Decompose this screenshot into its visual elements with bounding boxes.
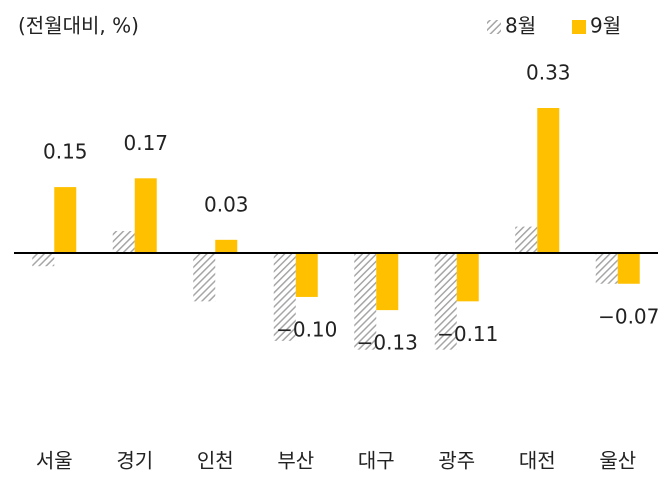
bar xyxy=(193,253,216,302)
x-tick-label: 부산 xyxy=(277,449,314,473)
data-label: 0.33 xyxy=(526,61,571,85)
x-tick-label: 대구 xyxy=(358,449,395,473)
data-label: −0.07 xyxy=(598,304,659,328)
bar xyxy=(273,253,296,341)
x-tick-label: 인천 xyxy=(197,449,234,473)
bar xyxy=(295,253,318,297)
x-tick-label: 경기 xyxy=(116,449,153,473)
data-label: 0.03 xyxy=(204,192,249,216)
chart-subtitle: (전월대비, %) xyxy=(18,14,139,38)
bar xyxy=(456,253,479,302)
data-label: −0.13 xyxy=(357,331,418,355)
x-tick-label: 서울 xyxy=(36,449,73,473)
bar xyxy=(134,178,157,253)
data-label: −0.10 xyxy=(276,317,337,341)
bar xyxy=(434,253,457,350)
bar xyxy=(32,253,55,267)
bar xyxy=(112,231,135,253)
legend-swatch xyxy=(572,20,586,34)
bar xyxy=(617,253,640,284)
bar xyxy=(215,239,238,253)
legend-label: 8월 xyxy=(505,14,536,38)
x-tick-label: 대전 xyxy=(519,449,556,473)
bar xyxy=(54,187,77,253)
data-label: 0.15 xyxy=(43,140,88,164)
bar xyxy=(376,253,399,311)
bar xyxy=(537,108,560,253)
bar xyxy=(595,253,618,284)
data-label: −0.11 xyxy=(437,322,498,346)
data-label: 0.17 xyxy=(123,131,168,155)
bar xyxy=(515,226,538,253)
bar xyxy=(354,253,377,350)
x-tick-label: 광주 xyxy=(438,449,475,473)
legend-label: 9월 xyxy=(590,14,621,38)
legend-swatch xyxy=(487,20,501,34)
x-tick-label: 울산 xyxy=(599,449,636,473)
